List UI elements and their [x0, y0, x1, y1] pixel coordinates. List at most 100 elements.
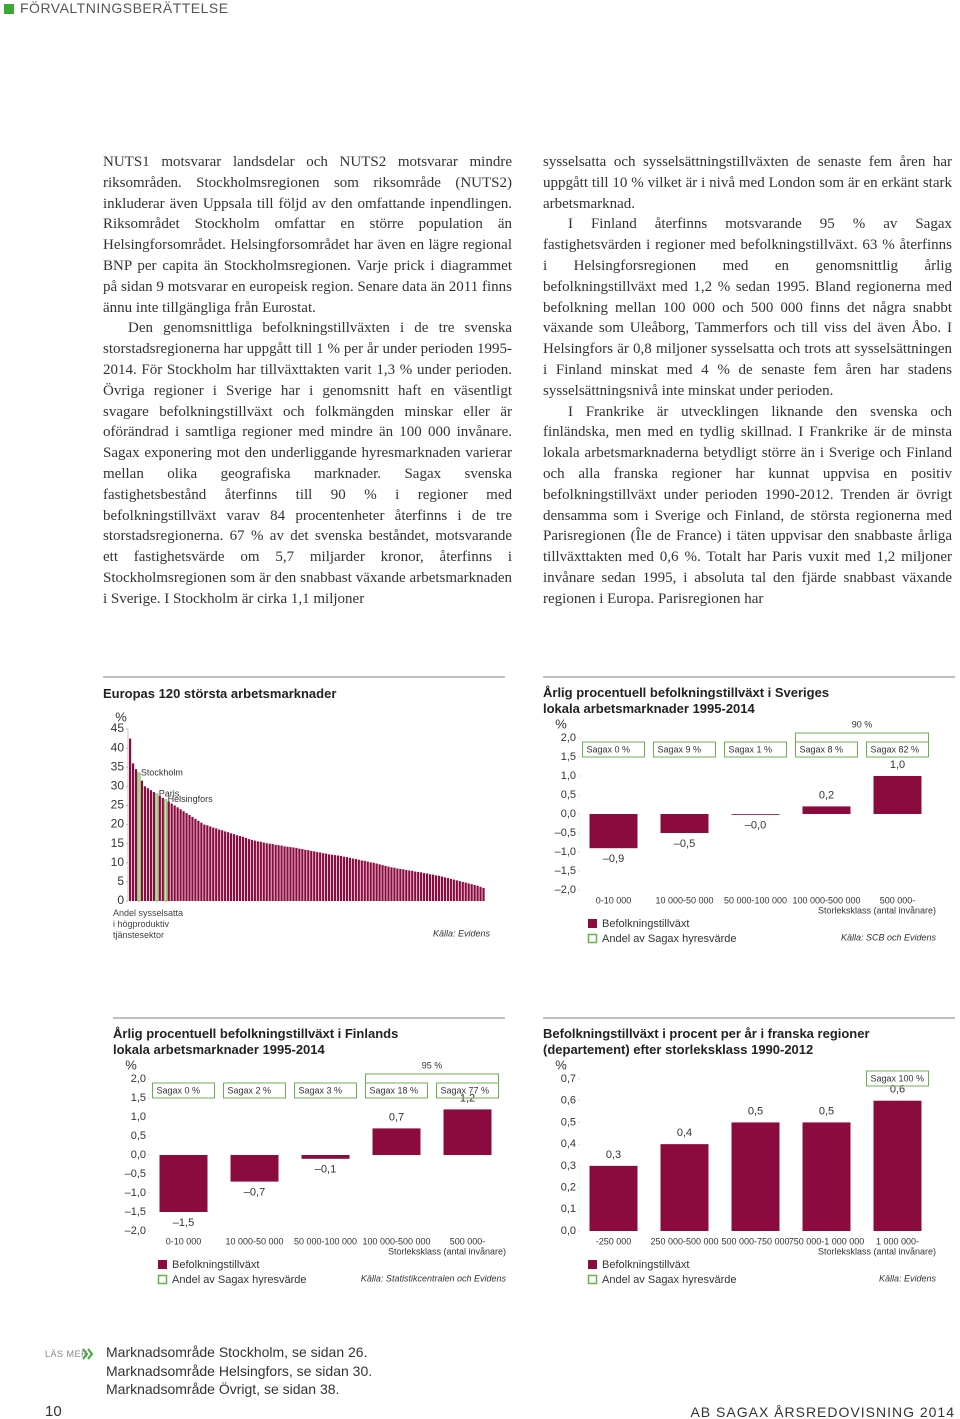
y-tick-label: 35	[111, 759, 125, 773]
bar	[437, 875, 441, 901]
y-tick-label: –1,5	[125, 1206, 146, 1218]
bar	[351, 858, 354, 901]
bar	[295, 847, 298, 901]
bar	[470, 884, 473, 901]
value-label: 0,3	[606, 1149, 621, 1161]
legend-label: Andel av Sagax hyresvärde	[172, 1274, 307, 1286]
bar	[280, 845, 283, 901]
x-tick-label: 250 000-500 000	[650, 1236, 718, 1246]
bar	[298, 848, 301, 901]
y-tick-label: 0,5	[131, 1130, 146, 1142]
y-tick-label: 2,0	[131, 1073, 146, 1085]
bracket-label: 90 %	[852, 719, 873, 729]
bar	[316, 852, 319, 901]
bar	[393, 867, 396, 901]
share-label: Sagax 100 %	[871, 1073, 925, 1083]
legend-swatch	[588, 1260, 597, 1269]
unit-label: %	[115, 709, 127, 724]
bar	[137, 772, 141, 902]
bar	[348, 857, 351, 901]
bar	[423, 873, 426, 901]
read-more-link[interactable]: Marknadsområde Helsingfors, se sidan 30.	[106, 1362, 373, 1379]
bar	[188, 815, 191, 901]
y-tick-label: 0,0	[561, 1225, 576, 1237]
source: Källa: SCB och Evidens	[841, 932, 937, 942]
publication: AB SAGAX ÅRSREDOVISNING 2014	[690, 1404, 955, 1419]
value-label: 0,4	[677, 1127, 692, 1139]
chevron	[87, 1348, 94, 1360]
left-column: NUTS1 motsvarar landsdelar och NUTS2 mot…	[103, 152, 512, 610]
value-label: –0,0	[745, 820, 766, 832]
bar	[387, 866, 390, 901]
bar	[467, 883, 470, 901]
bar	[458, 881, 461, 901]
unit-label: %	[125, 1057, 137, 1072]
bar	[247, 839, 250, 901]
bar	[378, 864, 381, 901]
share-label: Sagax 0 %	[157, 1085, 201, 1095]
bar	[731, 1122, 780, 1231]
bar	[221, 830, 224, 901]
bar	[161, 797, 164, 901]
bar	[446, 878, 449, 901]
bar	[440, 876, 444, 901]
bar	[215, 828, 218, 901]
bar	[390, 867, 393, 901]
bar	[482, 888, 485, 901]
read-more-label: LÄS MER	[45, 1349, 89, 1359]
y-tick-label: 10	[111, 855, 125, 869]
legend-label: Befolkningstillväxt	[602, 1259, 689, 1271]
bar	[443, 1109, 492, 1155]
y-tick-label: –0,5	[125, 1168, 146, 1180]
value-label: –0,1	[315, 1164, 336, 1176]
chart-title: Årlig procentuell befolkningstillväxt i …	[113, 1026, 399, 1057]
x-tick-label: -250 000	[596, 1236, 632, 1246]
read-more-link[interactable]: Marknadsområde Övrigt, se sidan 38.	[106, 1381, 340, 1397]
y-tick-label: 0,0	[561, 808, 576, 820]
unit-label: %	[555, 716, 567, 731]
bar	[304, 849, 307, 901]
y-tick-label: –2,0	[125, 1225, 146, 1237]
share-box	[223, 1082, 286, 1099]
share-box	[436, 1082, 499, 1099]
bar	[129, 738, 132, 901]
bar	[140, 780, 144, 901]
x-tick-label: 500 000-	[450, 1236, 486, 1246]
share-label: Sagax 3 %	[299, 1085, 343, 1095]
bar	[360, 860, 363, 901]
bar	[203, 824, 206, 901]
read-more-link[interactable]: Marknadsområde Stockholm, se sidan 26.	[106, 1344, 368, 1360]
bar	[455, 880, 458, 901]
value-label: 1,0	[890, 759, 905, 771]
y-tick-label: 1,0	[131, 1111, 146, 1123]
bar	[452, 879, 455, 901]
chart-title: Årlig procentuell befolkningstillväxt i …	[543, 685, 830, 716]
y-tick-label: 0,3	[561, 1160, 576, 1172]
bracket	[365, 1073, 499, 1083]
axis-note: Andel sysselsatta i högproduktiv tjänste…	[113, 908, 184, 940]
bar	[185, 813, 188, 901]
value-label: –1,5	[173, 1217, 194, 1229]
bar	[227, 832, 230, 901]
y-tick-label: 1,5	[561, 751, 576, 763]
bar	[152, 792, 155, 901]
bar	[327, 854, 331, 901]
legend-swatch	[587, 933, 598, 944]
bar	[224, 831, 227, 901]
bar	[369, 862, 372, 901]
bar	[339, 855, 343, 901]
value-label: 0,7	[389, 1111, 404, 1123]
value-label: 0,2	[819, 789, 834, 801]
y-tick-label: 40	[111, 740, 125, 754]
bar	[230, 1155, 279, 1182]
bar-annotation: Stockholm	[141, 767, 183, 777]
bar	[283, 846, 286, 901]
bar	[200, 822, 203, 901]
bar	[301, 1155, 350, 1159]
bar	[182, 811, 185, 901]
bar	[194, 818, 197, 901]
share-label: Sagax 82 %	[871, 744, 920, 754]
bar	[286, 846, 289, 901]
